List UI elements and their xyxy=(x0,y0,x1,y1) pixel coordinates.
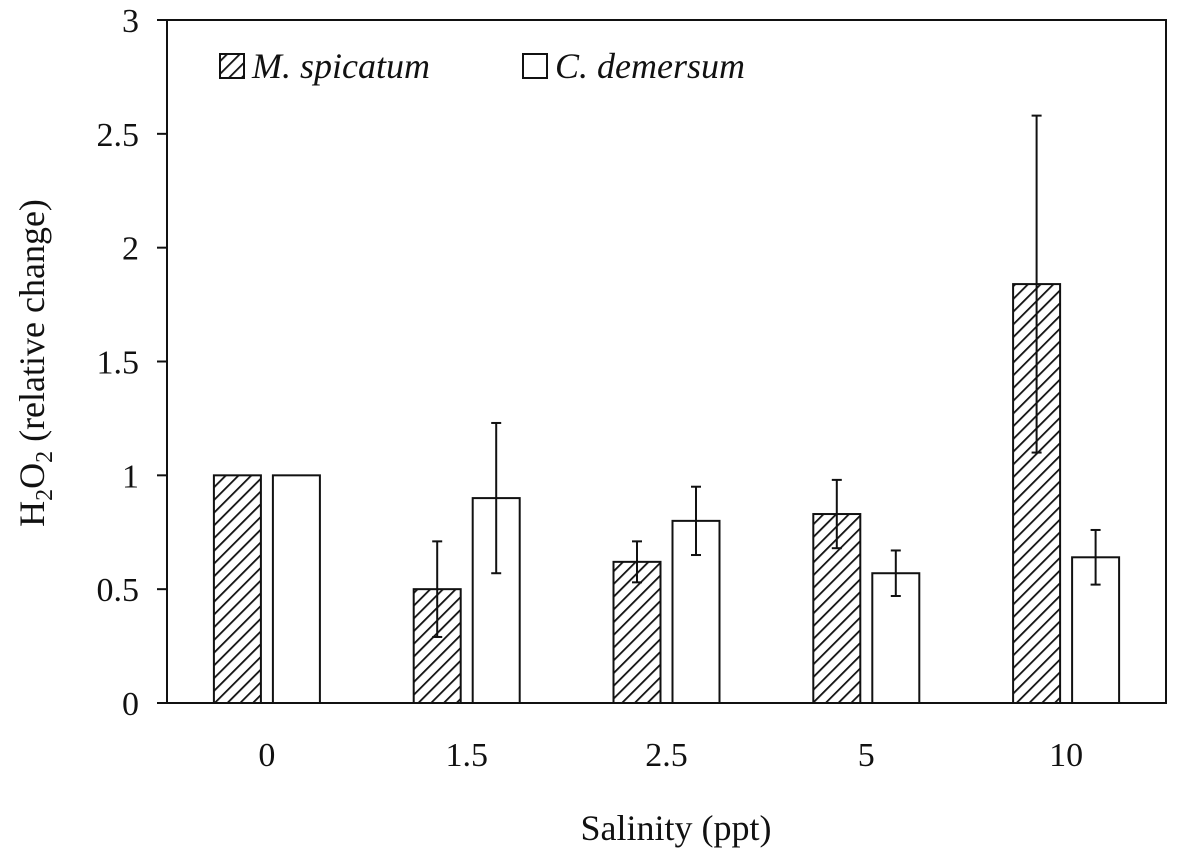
y-axis-title-o: O xyxy=(12,463,52,489)
y-axis-title-sub1: 2 xyxy=(32,489,58,501)
x-tick-label-1: 1.5 xyxy=(445,737,488,774)
legend-swatch-m-spicatum xyxy=(219,53,245,79)
x-tick-label-0: 0 xyxy=(258,737,275,774)
x-axis-title: Salinity (ppt) xyxy=(581,808,772,848)
bar-series0-2 xyxy=(612,560,662,705)
legend-label-m-spicatum: M. spicatum xyxy=(251,46,430,86)
bar-series0-0 xyxy=(212,474,262,705)
y-tick-label-2: 1 xyxy=(122,458,139,495)
bar-series1-0 xyxy=(271,474,321,705)
y-tick-label-1: 0.5 xyxy=(97,572,140,609)
y-tick-label-0: 0 xyxy=(122,686,139,723)
x-tick-label-3: 5 xyxy=(858,737,875,774)
legend-swatch-c-demersum xyxy=(522,53,548,79)
y-axis-title-rest: (relative change) xyxy=(12,199,52,451)
y-axis-title: H2O2 (relative change) xyxy=(12,199,58,527)
legend: M. spicatum C. demersum xyxy=(219,46,745,86)
y-axis-title-sub2: 2 xyxy=(32,451,58,463)
y-tick-label-3: 1.5 xyxy=(97,345,140,382)
y-tick-label-5: 2.5 xyxy=(97,117,140,154)
y-tick-label-4: 2 xyxy=(122,231,139,268)
x-tick-label-2: 2.5 xyxy=(645,737,688,774)
x-tick-label-4: 10 xyxy=(1049,737,1083,774)
y-tick-label-6: 3 xyxy=(122,3,139,40)
legend-label-c-demersum: C. demersum xyxy=(555,46,745,86)
y-axis-title-h: H xyxy=(12,501,52,527)
plot-area: 0 0.5 1 1.5 2 2.5 3 0 1.5 2.5 5 10 xyxy=(97,3,1167,774)
